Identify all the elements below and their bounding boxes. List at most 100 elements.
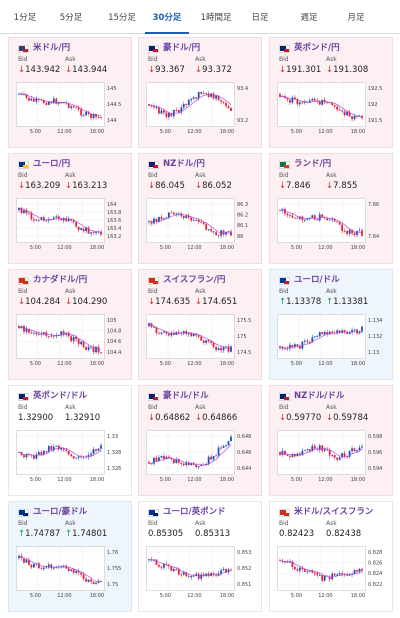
candlestick-chart: 164 163.8 163.6 163.4 163.2 5:00 12:00 18:00 bbox=[16, 198, 121, 251]
tab-6[interactable]: 週足 bbox=[300, 13, 318, 23]
candle-body bbox=[85, 346, 87, 350]
candle-body bbox=[348, 229, 351, 234]
pair-title[interactable]: 豪ドル/ドル bbox=[163, 391, 209, 401]
candle-body bbox=[45, 451, 48, 452]
pair-title[interactable]: ユーロ/英ポンド bbox=[163, 507, 226, 517]
pair-title[interactable]: NZドル/円 bbox=[163, 159, 205, 169]
candle-body bbox=[187, 100, 190, 105]
pair-title[interactable]: ユーロ/円 bbox=[33, 159, 71, 169]
y-tick-label: 163.8 bbox=[107, 210, 121, 216]
pair-title[interactable]: 英ポンド/ドル bbox=[33, 391, 88, 401]
rate-card-gbpjpy[interactable]: 英ポンド/円 Bid Ask ↓191.301 ↓191.308 192.5 19… bbox=[269, 37, 393, 148]
candle-body bbox=[62, 102, 65, 104]
rate-card-usdchf[interactable]: 米ドル/スイスフラン Bid Ask 0.82423 0.82438 0.828… bbox=[269, 501, 393, 612]
candle-body bbox=[77, 456, 80, 458]
tab-1[interactable]: 5分足 bbox=[59, 13, 83, 23]
y-tick-label: 0.824 bbox=[368, 571, 382, 577]
ask-value: ↓0.64866 bbox=[195, 413, 238, 423]
x-tick-label: 12:00 bbox=[187, 593, 201, 599]
candle-body bbox=[331, 331, 334, 333]
candle-body bbox=[85, 578, 87, 582]
currency-flag-icon bbox=[279, 393, 290, 401]
tab-3[interactable]: 30分足 bbox=[145, 0, 189, 34]
ask-label: Ask bbox=[65, 520, 76, 527]
rate-card-audjpy[interactable]: 豪ドル/円 Bid Ask ↓93.367 ↓93.372 93.4 93.2 5:… bbox=[138, 37, 262, 148]
pair-title[interactable]: 豪ドル/円 bbox=[163, 43, 201, 53]
tab-5[interactable]: 日足 bbox=[251, 13, 269, 23]
candle-body bbox=[286, 348, 289, 350]
y-tick-label: 1.755 bbox=[107, 566, 121, 572]
candle-body bbox=[313, 572, 316, 574]
candle-body bbox=[87, 579, 90, 582]
y-tick-label: 104.8 bbox=[107, 328, 121, 334]
tab-2[interactable]: 15分足 bbox=[108, 13, 136, 23]
candle-body bbox=[190, 217, 193, 221]
pair-title[interactable]: ユーロ/ドル bbox=[294, 275, 340, 285]
rate-card-gbpusd[interactable]: 英ポンド/ドル Bid Ask 1.32900 1.32910 1.33 1.32… bbox=[8, 385, 132, 496]
candle-body bbox=[55, 216, 58, 218]
y-tick-label: 0.853 bbox=[237, 550, 251, 556]
x-tick-label: 18:00 bbox=[220, 245, 234, 251]
candle-body bbox=[100, 580, 102, 582]
candle-body bbox=[155, 457, 158, 462]
pair-title[interactable]: カナダドル/円 bbox=[33, 275, 88, 285]
rate-card-nzdusd[interactable]: NZドル/ドル Bid Ask ↓0.59770 ↓0.59784 0.598 0… bbox=[269, 385, 393, 496]
candle-body bbox=[351, 229, 353, 234]
rate-card-audusd[interactable]: 豪ドル/ドル Bid Ask ↓0.64862 ↓0.64866 0.648 0.… bbox=[138, 385, 262, 496]
candle-body bbox=[25, 328, 28, 332]
pair-title[interactable]: 米ドル/円 bbox=[33, 43, 71, 53]
candle-body bbox=[217, 95, 220, 101]
down-arrow-icon: ↓ bbox=[195, 297, 203, 307]
candle-body bbox=[321, 445, 324, 451]
rate-card-usdjpy[interactable]: 米ドル/円 Bid Ask ↓143.942 ↓143.944 145 144.5… bbox=[8, 37, 132, 148]
candle-body bbox=[28, 213, 30, 215]
price-chart: 0.648 0.646 0.644 5:00 12:00 18:00 bbox=[146, 430, 256, 486]
rate-card-eurusd[interactable]: ユーロ/ドル Bid Ask ↑1.13378 ↑1.13381 1.134 1.… bbox=[269, 269, 393, 380]
candle-body bbox=[55, 445, 58, 447]
rate-card-cadjpy[interactable]: カナダドル/円 Bid Ask ↓104.284 ↓104.290 105 104… bbox=[8, 269, 132, 380]
candle-body bbox=[227, 106, 230, 109]
tab-4[interactable]: 1時間足 bbox=[200, 13, 232, 23]
rate-card-chfjpy[interactable]: スイスフラン/円 Bid Ask ↓174.635 ↓174.651 175.5… bbox=[138, 269, 262, 380]
candle-body bbox=[207, 93, 210, 97]
candle-body bbox=[316, 336, 319, 337]
candle-body bbox=[323, 449, 326, 451]
y-tick-label: 1.326 bbox=[107, 466, 121, 472]
down-arrow-icon: ↓ bbox=[65, 297, 73, 307]
candle-body bbox=[358, 116, 361, 117]
y-tick-label: 192 bbox=[368, 102, 378, 108]
pair-title[interactable]: スイスフラン/円 bbox=[163, 275, 226, 285]
candle-body bbox=[328, 576, 331, 580]
x-tick-label: 18:00 bbox=[351, 129, 365, 135]
candle-body bbox=[175, 109, 178, 111]
rate-card-eurgbp[interactable]: ユーロ/英ポンド Bid Ask 0.85305 0.85313 0.853 0.… bbox=[138, 501, 262, 612]
rate-card-euraud[interactable]: ユーロ/豪ドル Bid Ask ↑1.74787 ↑1.74801 1.76 1.… bbox=[8, 501, 132, 612]
moving-average-line bbox=[148, 93, 232, 115]
rate-card-nzdjpy[interactable]: NZドル/円 Bid Ask ↓86.045 ↓86.052 86.3 86.2 8… bbox=[138, 153, 262, 264]
pair-title[interactable]: NZドル/ドル bbox=[294, 391, 345, 401]
rate-card-eurjpy[interactable]: ユーロ/円 Bid Ask ↓163.209 ↓163.213 164 163.8… bbox=[8, 153, 132, 264]
pair-title[interactable]: 米ドル/スイスフラン bbox=[294, 507, 374, 517]
candle-body bbox=[220, 100, 222, 102]
rate-card-zarjpy[interactable]: ランド/円 Bid Ask ↓7.846 ↓7.855 7.86 7.84 5:00… bbox=[269, 153, 393, 264]
candle-body bbox=[57, 102, 60, 104]
candle-body bbox=[70, 336, 73, 342]
candle-body bbox=[163, 218, 165, 220]
currency-flag-icon bbox=[18, 393, 29, 401]
candle-body bbox=[353, 233, 356, 236]
x-tick-label: 5:00 bbox=[160, 245, 171, 251]
pair-title[interactable]: ユーロ/豪ドル bbox=[33, 507, 88, 517]
candle-body bbox=[343, 574, 346, 576]
pair-title[interactable]: ランド/円 bbox=[294, 159, 332, 169]
down-arrow-icon: ↓ bbox=[148, 181, 156, 191]
pair-title[interactable]: 英ポンド/円 bbox=[294, 43, 340, 53]
candle-body bbox=[311, 570, 314, 573]
ask-label: Ask bbox=[195, 404, 206, 411]
candle-body bbox=[230, 108, 232, 111]
candle-body bbox=[158, 457, 160, 462]
candle-body bbox=[62, 218, 65, 221]
candle-body bbox=[303, 219, 306, 221]
y-tick-label: 145 bbox=[107, 86, 117, 92]
tab-0[interactable]: 1分足 bbox=[13, 13, 37, 23]
tab-7[interactable]: 月足 bbox=[347, 13, 365, 23]
